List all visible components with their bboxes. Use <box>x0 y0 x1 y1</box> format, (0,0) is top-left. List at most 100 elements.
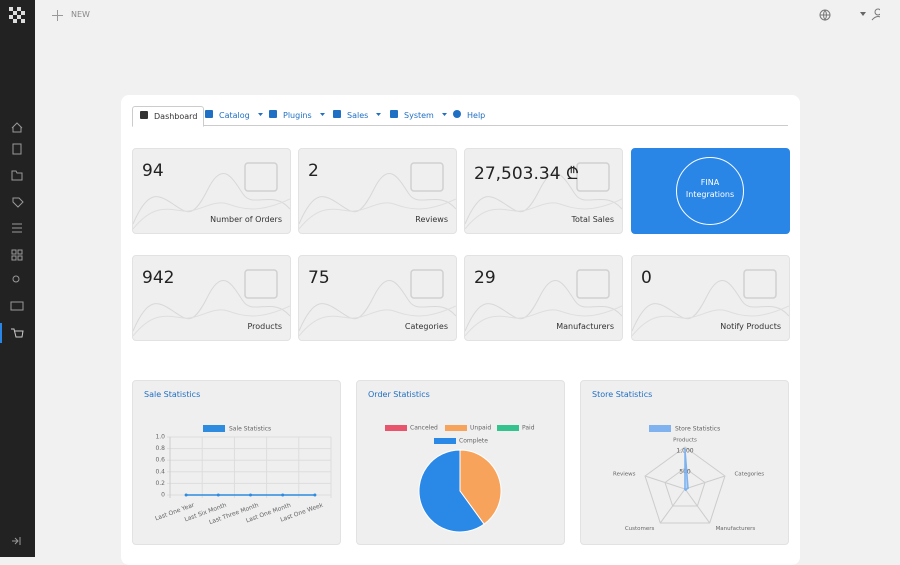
wave <box>465 173 622 225</box>
legend-swatch <box>434 438 456 444</box>
wave <box>465 198 622 230</box>
nav-tab[interactable]: Help <box>452 106 485 125</box>
axis-label: Categories <box>734 471 764 477</box>
tab-icon-shape <box>269 110 277 118</box>
stat-card: 2 Reviews <box>298 148 457 234</box>
nav-tab[interactable]: Dashboard <box>132 106 205 127</box>
stat-card: 75 Categories <box>298 255 457 341</box>
card-icon <box>576 269 610 299</box>
stat-value: 0 <box>641 268 652 288</box>
legend-swatch <box>445 425 467 431</box>
nav-tab[interactable]: Sales <box>332 106 384 125</box>
stat-label: Number of Orders <box>210 215 282 224</box>
icon-grid[interactable] <box>11 249 23 261</box>
card-decoration <box>133 269 290 337</box>
tab-label: Plugins <box>283 111 312 120</box>
wave <box>133 280 290 332</box>
tab-label: Sales <box>347 111 369 120</box>
wave <box>465 305 622 337</box>
wave <box>299 198 456 230</box>
user-icon[interactable] <box>874 8 880 16</box>
nav-tab[interactable]: Catalog <box>204 106 266 125</box>
stat-label: Categories <box>404 322 448 331</box>
spoke <box>684 475 726 490</box>
y-tick-label: 1.0 <box>155 434 165 441</box>
wave <box>133 198 290 230</box>
icon-folder[interactable] <box>11 170 23 181</box>
card-icon <box>410 269 444 299</box>
legend-label: Paid <box>522 425 535 432</box>
caret <box>257 113 263 116</box>
nav-tab[interactable]: Plugins <box>268 106 328 125</box>
stat-value: 75 <box>308 268 330 288</box>
card-icon <box>576 162 610 192</box>
pie-slice <box>418 449 485 533</box>
stat-value: FINA Integrations <box>685 178 735 199</box>
legend-label: Unpaid <box>470 425 491 432</box>
tab-icon <box>453 110 461 118</box>
card-icon <box>743 269 777 299</box>
spoke <box>659 488 686 524</box>
new-icon[interactable] <box>50 8 65 23</box>
icon-logout[interactable] <box>12 537 21 545</box>
fina-badge: FINA Integrations <box>676 157 744 225</box>
point <box>249 493 252 497</box>
logo <box>9 7 25 23</box>
tab-icon-shape <box>453 110 461 118</box>
legend-label: Store Statistics <box>675 426 720 433</box>
wave <box>299 305 456 337</box>
pie-slice <box>459 449 502 525</box>
stat-label: Manufacturers <box>556 322 614 331</box>
tab-icon <box>205 110 213 118</box>
tab-icon <box>333 110 341 118</box>
stat-value: 2 <box>308 161 319 181</box>
tab-caret <box>319 113 325 116</box>
card-decoration <box>465 162 622 230</box>
stat-label: Notify Products <box>720 322 781 331</box>
card-decoration <box>465 269 622 337</box>
wave <box>299 173 456 225</box>
tab-caret <box>376 113 382 116</box>
new-button[interactable]: NEW <box>71 10 90 19</box>
tab-icon-shape <box>205 110 213 118</box>
tab-icon <box>269 110 277 118</box>
tab-label: Help <box>467 111 486 120</box>
axis-label: Reviews <box>613 471 636 477</box>
chart-title: Order Statistics <box>368 390 430 399</box>
stat-card: 94 Number of Orders <box>132 148 291 234</box>
legend-swatch <box>203 425 225 432</box>
stat-label: Reviews <box>415 215 448 224</box>
chart-title: Sale Statistics <box>144 390 201 399</box>
icon-users[interactable] <box>12 275 20 283</box>
tab-icon-shape <box>390 110 398 118</box>
caret <box>319 113 325 116</box>
nav-tab[interactable]: System <box>389 106 450 125</box>
stat-label: Products <box>247 322 282 331</box>
icon-list[interactable] <box>12 223 22 233</box>
chart-title: Store Statistics <box>592 390 653 399</box>
stat-card: 29 Manufacturers <box>464 255 623 341</box>
icon-page[interactable] <box>12 143 22 155</box>
tab-label: Dashboard <box>154 112 198 121</box>
stat-card[interactable]: FINA Integrations <box>631 148 790 234</box>
legend-swatch <box>385 425 407 431</box>
caret <box>441 113 447 116</box>
chart: Canceled Unpaid Paid Complete <box>385 425 535 533</box>
card-icon <box>410 162 444 192</box>
y-tick-label: 0.6 <box>155 457 165 464</box>
tab-caret <box>441 113 447 116</box>
spoke <box>644 475 686 490</box>
chart-card: Order Statistics Canceled Unpaid Paid Comple… <box>356 380 565 545</box>
icon-tag[interactable] <box>12 197 24 208</box>
icon-display[interactable] <box>10 301 24 311</box>
tab-icon-shape <box>333 110 341 118</box>
card-decoration <box>133 162 290 230</box>
user-caret[interactable] <box>860 12 866 16</box>
chart-card: Sale Statistics Sale Statistics 0 0.2 0.4 0.6… <box>132 380 341 545</box>
tab-icon-shape <box>140 111 148 119</box>
card-decoration <box>299 269 456 337</box>
icon-cart[interactable] <box>11 328 24 338</box>
icon-home[interactable] <box>11 122 23 133</box>
